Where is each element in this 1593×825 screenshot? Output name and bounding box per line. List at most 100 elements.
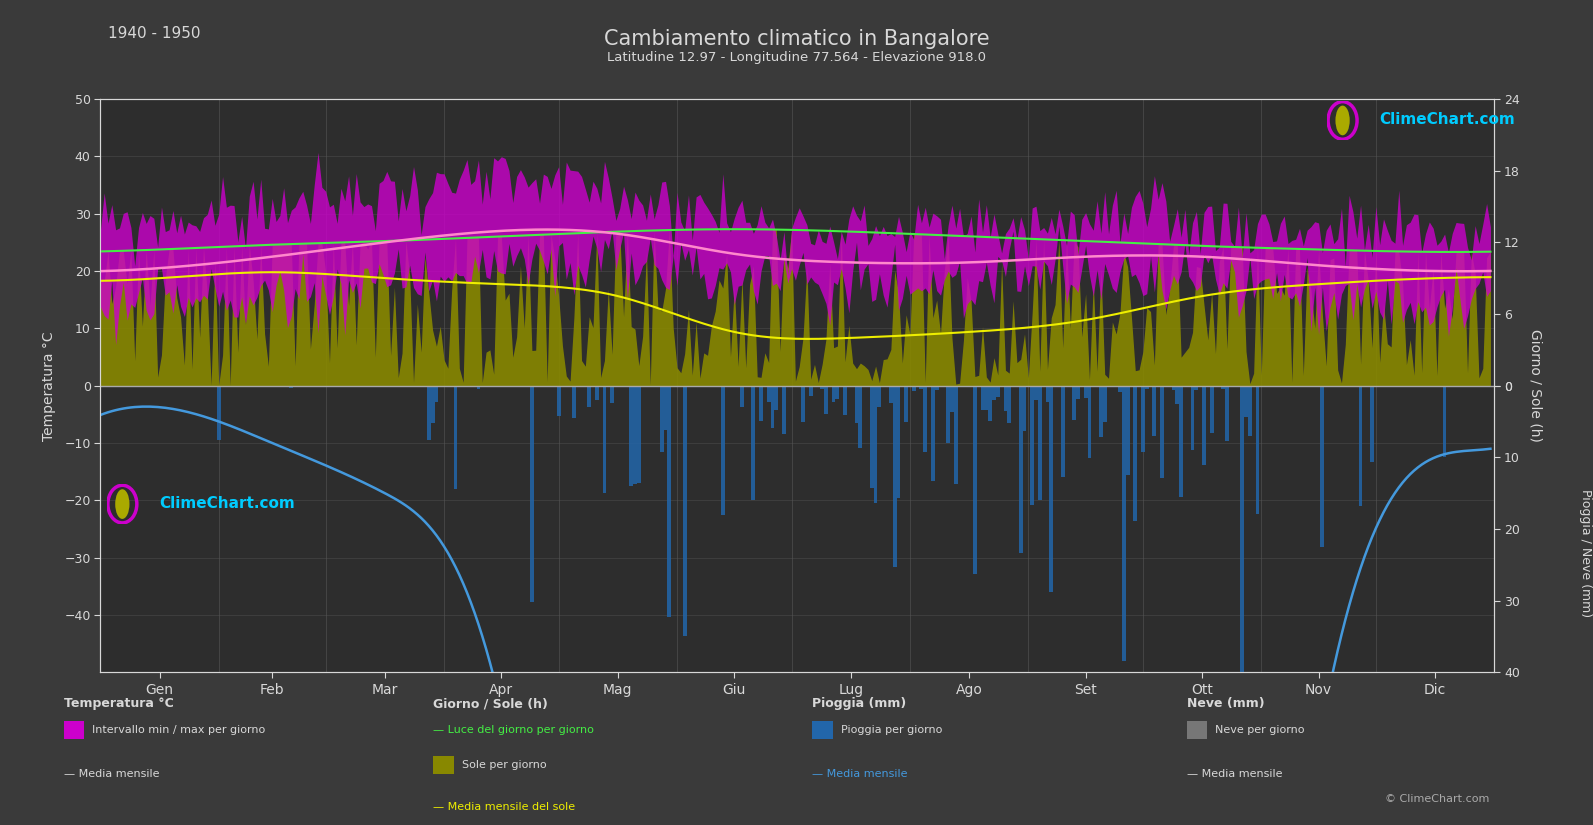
Bar (988, 386, 992, 421)
Bar (1255, 386, 1260, 514)
Text: ClimeChart.com: ClimeChart.com (159, 496, 295, 511)
Bar (1209, 386, 1214, 433)
Text: 1940 - 1950: 1940 - 1950 (108, 26, 201, 41)
Text: Giorno / Sole (h): Giorno / Sole (h) (433, 697, 548, 710)
Y-axis label: Temperatura °C: Temperatura °C (41, 331, 56, 441)
Bar (1121, 386, 1126, 661)
Text: Pioggia per giorno: Pioggia per giorno (841, 725, 943, 735)
Bar (1050, 386, 1053, 592)
Bar (637, 386, 640, 483)
Text: — Media mensile del sole: — Media mensile del sole (433, 802, 575, 812)
Bar (667, 386, 671, 617)
Text: Neve per giorno: Neve per giorno (1215, 725, 1305, 735)
Bar (984, 386, 988, 410)
Bar (1195, 386, 1198, 390)
Bar (1061, 386, 1064, 477)
Bar (911, 386, 916, 391)
Bar (476, 386, 481, 389)
Text: © ClimeChart.com: © ClimeChart.com (1384, 794, 1489, 804)
Bar (809, 386, 812, 396)
Bar (1171, 386, 1176, 390)
Bar (973, 386, 977, 574)
Bar (454, 386, 457, 488)
Bar (683, 386, 687, 636)
Bar (996, 386, 1000, 397)
Bar (835, 386, 840, 399)
Bar (722, 386, 725, 515)
Bar (1152, 386, 1157, 436)
Bar (427, 386, 430, 440)
Bar (870, 386, 873, 488)
Bar (430, 386, 435, 422)
Bar (843, 386, 847, 415)
Bar (946, 386, 949, 443)
Bar (602, 386, 607, 493)
Bar (1244, 386, 1247, 417)
Bar (1370, 386, 1373, 462)
Bar (1203, 386, 1206, 465)
Bar (981, 386, 984, 410)
Bar (594, 386, 599, 400)
Bar (572, 386, 575, 418)
Bar (919, 386, 924, 389)
Text: Neve (mm): Neve (mm) (1187, 697, 1265, 710)
Bar (530, 386, 534, 601)
Bar (1023, 386, 1026, 431)
Bar (1222, 386, 1225, 389)
Bar (1034, 386, 1039, 400)
Bar (1020, 386, 1023, 554)
Bar (632, 386, 637, 484)
Text: Latitudine 12.97 - Longitudine 77.564 - Elevazione 918.0: Latitudine 12.97 - Longitudine 77.564 - … (607, 51, 986, 64)
Bar (1133, 386, 1137, 521)
Bar (660, 386, 664, 452)
Bar (1031, 386, 1034, 506)
Text: Cambiamento climatico in Bangalore: Cambiamento climatico in Bangalore (604, 29, 989, 49)
Bar (741, 386, 744, 407)
Bar (854, 386, 859, 423)
Bar (935, 386, 938, 390)
Bar (760, 386, 763, 422)
Bar (897, 386, 900, 497)
Bar (889, 386, 892, 403)
Bar (924, 386, 927, 452)
Bar (1141, 386, 1145, 452)
Bar (954, 386, 957, 484)
Bar (766, 386, 771, 402)
Bar (824, 386, 828, 414)
Bar (1004, 386, 1007, 411)
Bar (1077, 386, 1080, 398)
Text: ClimeChart.com: ClimeChart.com (1380, 112, 1515, 127)
Bar (1179, 386, 1184, 497)
Bar (556, 386, 561, 417)
Bar (801, 386, 804, 422)
Text: — Media mensile: — Media mensile (812, 769, 908, 779)
Bar (1247, 386, 1252, 436)
Bar (1190, 386, 1195, 450)
Bar (1102, 386, 1107, 422)
Bar (1099, 386, 1102, 437)
Bar (1321, 386, 1324, 548)
Text: Pioggia (mm): Pioggia (mm) (812, 697, 906, 710)
Bar (771, 386, 774, 427)
Bar (930, 386, 935, 481)
Text: — Media mensile: — Media mensile (1187, 769, 1282, 779)
Bar (820, 386, 824, 389)
Bar (217, 386, 221, 441)
Bar (905, 386, 908, 422)
Bar (610, 386, 613, 403)
Bar (1145, 386, 1149, 389)
Bar (1126, 386, 1129, 475)
Bar (290, 386, 293, 389)
Bar (1088, 386, 1091, 458)
Bar (832, 386, 835, 402)
Y-axis label: Giorno / Sole (h): Giorno / Sole (h) (1528, 329, 1542, 442)
Bar (859, 386, 862, 448)
Text: — Luce del giorno per giorno: — Luce del giorno per giorno (433, 725, 594, 735)
Bar (435, 386, 438, 403)
Bar (1118, 386, 1121, 393)
Bar (1045, 386, 1050, 403)
Bar (1359, 386, 1362, 507)
Bar (1072, 386, 1077, 420)
Bar (782, 386, 785, 434)
Ellipse shape (115, 489, 129, 519)
